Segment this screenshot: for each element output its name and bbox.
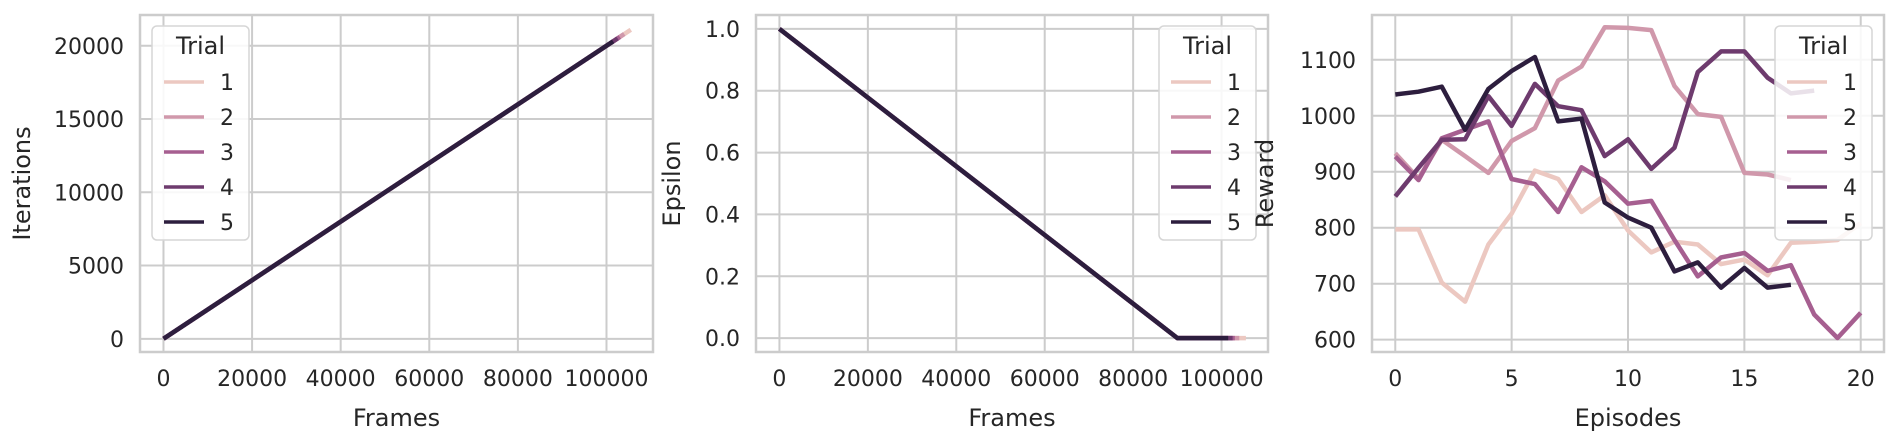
y-axis-label: Iterations (8, 126, 36, 240)
x-axis-label: Frames (353, 404, 440, 432)
legend-label-trial-2: 2 (1227, 106, 1241, 131)
y-tick-label: 1100 (1300, 49, 1356, 74)
y-tick-label: 5000 (68, 255, 124, 280)
legend-label-trial-1: 1 (1843, 71, 1857, 96)
y-tick-label: 0.0 (705, 327, 740, 352)
x-tick-label: 5 (1505, 367, 1519, 392)
legend: Trial 1 2 3 4 5 (1774, 25, 1873, 241)
x-tick-label: 10 (1614, 367, 1642, 392)
x-axis-label: Episodes (1575, 404, 1682, 432)
series-line-trial-5 (162, 39, 615, 341)
y-tick-label: 0.6 (705, 142, 740, 167)
y-tick-label: 1.0 (705, 18, 740, 43)
epsilon-vs-frames-chart: 0 20000 40000 60000 80000 100000 0.0 0.2 0.4 0.6 0… (658, 13, 1270, 432)
y-tick-label: 700 (1314, 273, 1356, 298)
y-axis-label: Epsilon (658, 140, 686, 226)
legend-label-trial-3: 3 (220, 141, 234, 166)
iterations-vs-frames-chart: 0 20000 40000 60000 80000 100000 0 5000 10000 150… (8, 13, 655, 432)
legend-label-trial-1: 1 (220, 71, 234, 96)
x-tick-label: 80000 (1098, 367, 1168, 392)
reward-vs-episodes-chart: 0 5 10 15 2060070080090010001100EpisodesRewa… (1251, 13, 1886, 432)
x-tick-label: 100000 (1180, 367, 1264, 392)
plot-frame (1370, 13, 1886, 354)
y-tick-label: 15000 (54, 108, 124, 133)
series-line-trial-5 (1395, 54, 1792, 290)
series-line-trial-2 (1393, 25, 1792, 183)
y-tick-label: 0.8 (705, 80, 740, 105)
legend-label-trial-2: 2 (220, 106, 234, 131)
legend: Trial 1 2 3 4 5 (1158, 25, 1257, 241)
y-tick-label: 600 (1314, 329, 1356, 354)
legend-label-trial-5: 5 (1843, 211, 1857, 236)
x-tick-label: 100000 (564, 367, 648, 392)
y-tick-label: 800 (1314, 217, 1356, 242)
legend-label-trial-5: 5 (1227, 211, 1241, 236)
series-line-trial-5 (778, 27, 1229, 341)
legend-label-trial-4: 4 (1843, 176, 1857, 201)
legend-label-trial-3: 3 (1227, 141, 1241, 166)
y-tick-label: 0.2 (705, 265, 740, 290)
legend-label-trial-4: 4 (220, 176, 234, 201)
x-tick-label: 80000 (483, 367, 553, 392)
legend: Trial 1 2 3 4 5 (151, 25, 250, 241)
legend-label-trial-4: 4 (1227, 176, 1241, 201)
legend-title: Trial (1798, 32, 1848, 60)
x-tick-label: 15 (1730, 367, 1758, 392)
legend-label-trial-5: 5 (220, 211, 234, 236)
x-tick-label: 0 (156, 367, 170, 392)
x-tick-label: 60000 (1010, 367, 1080, 392)
series-line-trial-1 (1395, 168, 1863, 304)
plot-frame (754, 13, 1270, 354)
series-line-trial-4 (1393, 49, 1815, 198)
y-axis-label: Reward (1251, 139, 1279, 228)
y-tick-label: 0 (110, 328, 124, 353)
x-tick-label: 20000 (833, 367, 903, 392)
legend-label-trial-2: 2 (1843, 106, 1857, 131)
y-tick-label: 10000 (54, 181, 124, 206)
x-tick-label: 40000 (306, 367, 376, 392)
legend-title: Trial (1182, 32, 1232, 60)
x-tick-label: 40000 (921, 367, 991, 392)
y-tick-label: 900 (1314, 161, 1356, 186)
x-tick-label: 0 (772, 367, 786, 392)
x-tick-label: 20 (1847, 367, 1875, 392)
legend-label-trial-1: 1 (1227, 71, 1241, 96)
x-tick-label: 0 (1388, 367, 1402, 392)
legend-label-trial-3: 3 (1843, 141, 1857, 166)
plot-frame (138, 13, 655, 354)
x-tick-label: 60000 (394, 367, 464, 392)
y-tick-label: 1000 (1300, 105, 1356, 130)
y-tick-label: 0.4 (705, 203, 740, 228)
x-axis-label: Frames (968, 404, 1055, 432)
x-tick-label: 20000 (217, 367, 287, 392)
legend-title: Trial (175, 32, 225, 60)
y-tick-label: 20000 (54, 35, 124, 60)
